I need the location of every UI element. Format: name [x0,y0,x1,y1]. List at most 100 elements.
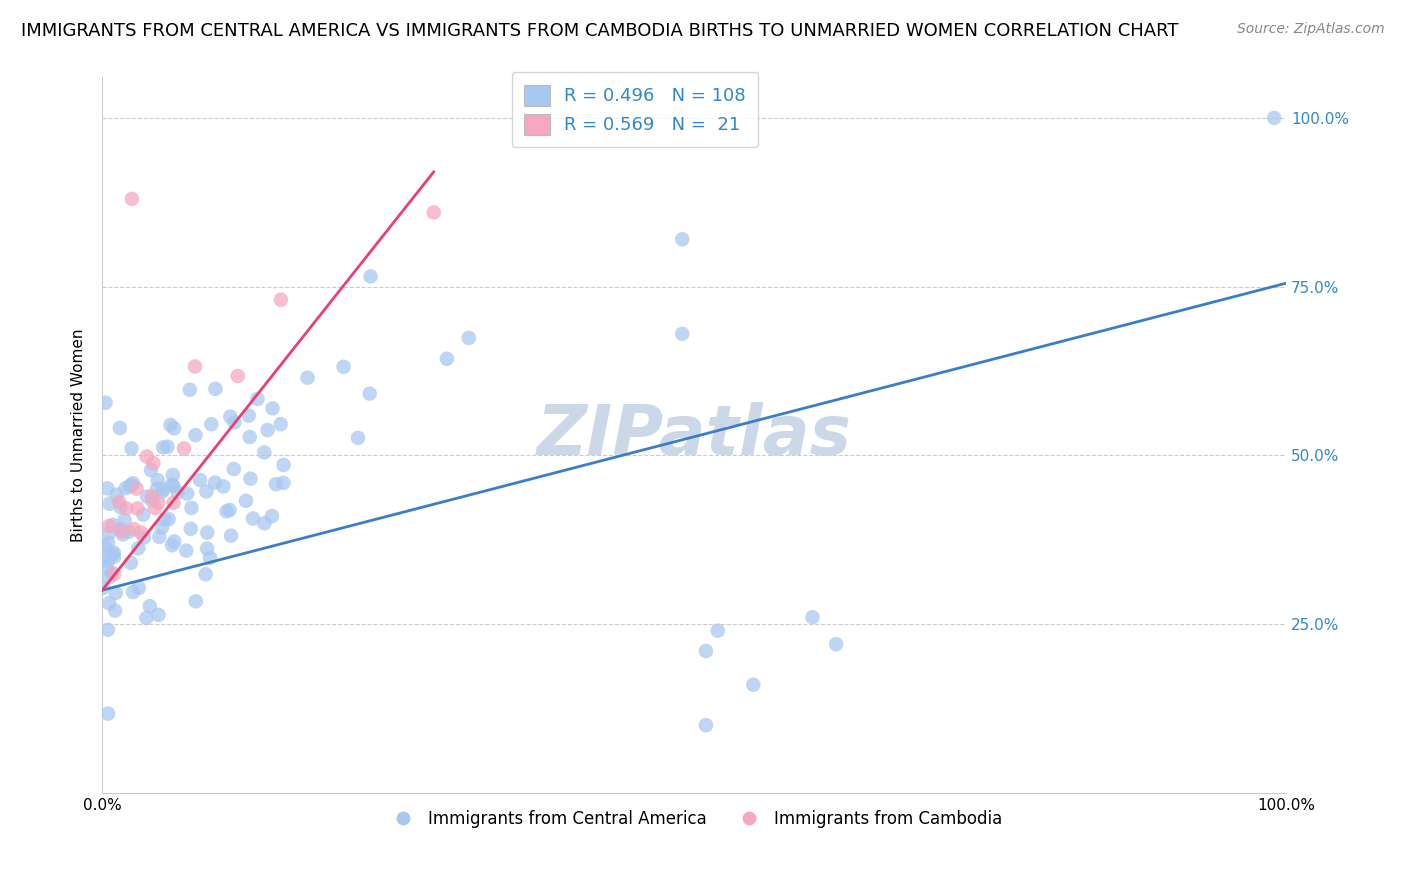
Point [239,472,262,486]
Point [122,585,145,599]
Point [801,610,824,624]
Point [347,431,370,445]
Point [242,511,264,525]
Point [270,417,292,432]
Point [195,541,218,556]
Point [162,496,184,510]
Point [120,556,142,570]
Point [204,382,226,396]
Point [93,539,115,553]
Point [136,490,159,504]
Point [96,482,118,496]
Point [238,409,260,423]
Point [103,549,125,564]
Point [97,706,120,721]
Point [98,525,121,540]
Point [110,524,132,539]
Point [270,293,292,307]
Point [212,479,235,493]
Point [127,501,149,516]
Point [260,509,283,524]
Point [121,442,143,456]
Point [148,496,170,510]
Point [122,522,145,536]
Point [110,522,132,536]
Point [139,463,162,477]
Point [157,512,180,526]
Point [129,525,152,540]
Point [128,581,150,595]
Point [1263,111,1285,125]
Point [101,517,124,532]
Text: IMMIGRANTS FROM CENTRAL AMERICA VS IMMIGRANTS FROM CAMBODIA BIRTHS TO UNMARRIED : IMMIGRANTS FROM CENTRAL AMERICA VS IMMIG… [21,22,1178,40]
Point [200,417,222,432]
Point [180,500,202,515]
Point [218,503,240,517]
Point [148,607,170,622]
Point [163,421,186,435]
Point [246,392,269,406]
Point [256,423,278,437]
Point [184,359,207,374]
Point [148,530,170,544]
Point [224,416,246,430]
Point [360,269,382,284]
Point [98,497,121,511]
Point [195,525,218,540]
Point [219,409,242,424]
Point [204,475,226,490]
Text: Source: ZipAtlas.com: Source: ZipAtlas.com [1237,22,1385,37]
Point [101,548,124,562]
Point [127,541,149,556]
Point [219,529,242,543]
Point [176,486,198,500]
Point [146,482,169,496]
Point [163,534,186,549]
Point [332,359,354,374]
Point [671,326,693,341]
Point [273,475,295,490]
Point [253,445,276,459]
Point [264,477,287,491]
Point [176,543,198,558]
Point [141,489,163,503]
Point [671,232,693,246]
Point [115,501,138,516]
Point [262,401,284,416]
Point [188,473,211,487]
Point [695,718,717,732]
Point [160,538,183,552]
Point [166,485,188,500]
Point [97,554,120,568]
Point [153,512,176,526]
Point [150,484,173,499]
Point [825,637,848,651]
Point [150,520,173,534]
Point [108,421,131,435]
Point [160,477,183,491]
Point [184,594,207,608]
Point [184,428,207,442]
Point [105,488,128,502]
Point [179,383,201,397]
Point [103,567,125,582]
Point [359,386,381,401]
Point [135,450,157,464]
Point [139,599,162,614]
Point [195,484,218,499]
Point [173,442,195,456]
Point [152,482,174,496]
Point [97,623,120,637]
Y-axis label: Births to Unmarried Women: Births to Unmarried Women [72,328,86,541]
Point [142,456,165,470]
Point [180,522,202,536]
Point [143,501,166,516]
Point [146,473,169,487]
Point [108,495,131,509]
Point [742,678,765,692]
Point [141,493,163,508]
Point [297,370,319,384]
Point [239,430,262,444]
Point [132,531,155,545]
Point [118,524,141,539]
